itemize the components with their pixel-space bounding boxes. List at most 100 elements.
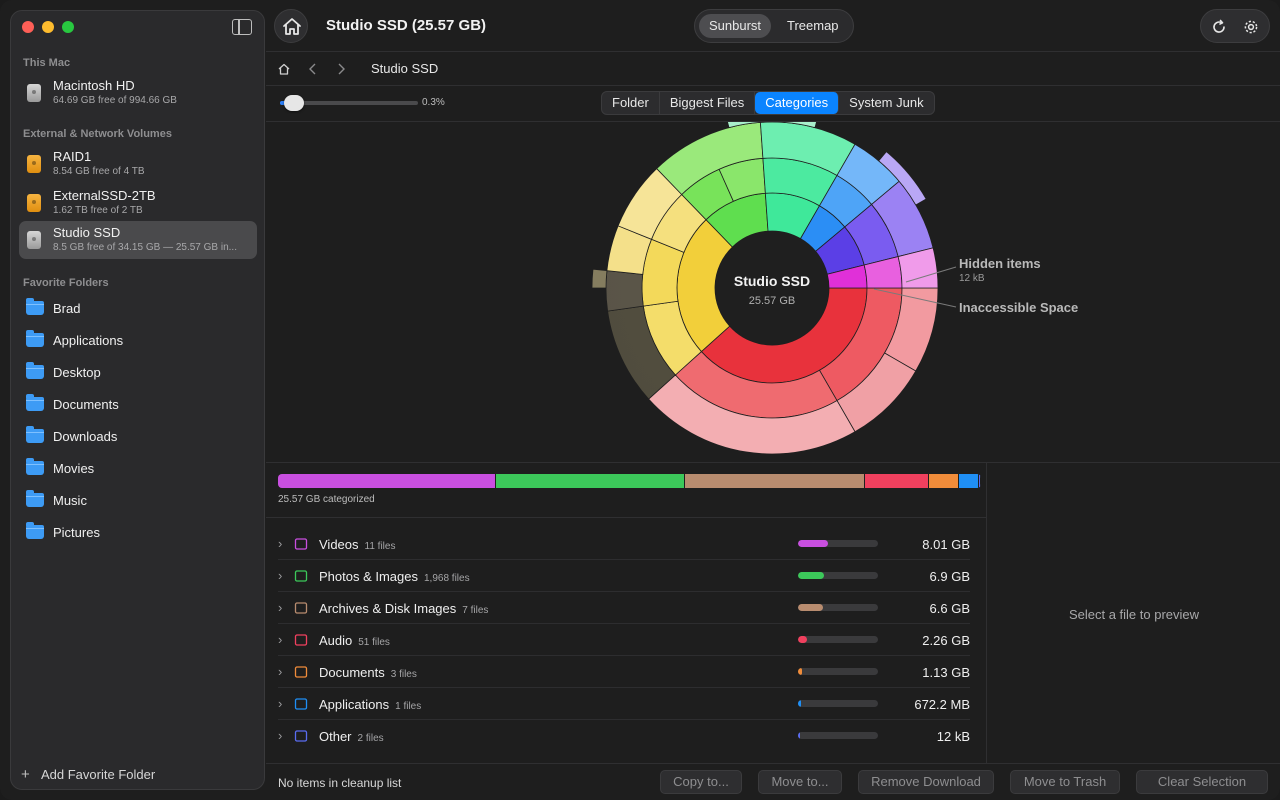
- favorite-downloads[interactable]: Downloads: [19, 422, 257, 450]
- tab-categories[interactable]: Categories: [755, 92, 840, 114]
- toolbar: Studio SSD (25.57 GB) Sunburst Treemap: [266, 0, 1280, 52]
- favorite-applications[interactable]: Applications: [19, 326, 257, 354]
- preview-placeholder: Select a file to preview: [1068, 607, 1200, 622]
- category-row[interactable]: › Applications 1 files 672.2 MB: [278, 688, 970, 720]
- home-button[interactable]: [274, 9, 308, 43]
- close-window-button[interactable]: [22, 21, 34, 33]
- favorite-music[interactable]: Music: [19, 486, 257, 514]
- sunburst-area: Studio SSD 25.57 GB Hidden items 12 kB I…: [266, 88, 1280, 488]
- category-name: Archives & Disk Images 7 files: [319, 601, 489, 616]
- sunburst-center[interactable]: [715, 231, 829, 345]
- favorite-documents[interactable]: Documents: [19, 390, 257, 418]
- toolbar-actions: [1200, 9, 1270, 43]
- chevron-right-icon[interactable]: ›: [278, 568, 283, 583]
- tab-biggest-files[interactable]: Biggest Files: [660, 92, 756, 114]
- sunburst-chart[interactable]: Studio SSD 25.57 GB Hidden items 12 kB I…: [266, 88, 1280, 488]
- sunburst-segment[interactable]: [897, 247, 939, 289]
- category-size-bar: [798, 636, 878, 643]
- category-count: 7 files: [462, 605, 489, 616]
- clear-selection-button[interactable]: Clear Selection: [1136, 770, 1268, 794]
- folder-icon: [26, 458, 44, 475]
- favorite-brad[interactable]: Brad: [19, 294, 257, 322]
- folder-icon: [26, 490, 44, 507]
- hidden-items-label: Hidden items: [959, 256, 1041, 271]
- volume-raid1[interactable]: RAID1 8.54 GB free of 4 TB: [19, 145, 257, 183]
- tab-system-junk[interactable]: System Junk: [849, 95, 924, 110]
- chevron-right-icon[interactable]: ›: [278, 632, 283, 647]
- chevron-right-icon[interactable]: ›: [278, 728, 283, 743]
- view-treemap-button[interactable]: Treemap: [787, 18, 839, 33]
- category-bar-segment: [929, 474, 959, 488]
- add-favorite-folder-button[interactable]: + Add Favorite Folder: [21, 766, 155, 783]
- sidebar: This Mac Macintosh HD 64.69 GB free of 9…: [10, 10, 265, 790]
- preview-pane: Select a file to preview: [986, 463, 1280, 763]
- removable-drive-icon: [27, 231, 41, 249]
- category-count: 1,968 files: [424, 573, 470, 584]
- category-size-bar: [798, 668, 878, 675]
- chevron-right-icon[interactable]: ›: [278, 536, 283, 551]
- gear-icon[interactable]: [1242, 18, 1260, 36]
- volume-name: Studio SSD: [53, 225, 121, 240]
- forward-chevron-icon[interactable]: [335, 62, 347, 76]
- category-name: Videos 11 files: [319, 537, 396, 552]
- sunburst-segment[interactable]: [591, 268, 608, 289]
- home-small-icon[interactable]: [277, 62, 291, 76]
- favorite-movies[interactable]: Movies: [19, 454, 257, 482]
- sunburst-segment[interactable]: [605, 270, 644, 312]
- add-favorite-label: Add Favorite Folder: [41, 767, 156, 782]
- category-bar-segment: [496, 474, 685, 488]
- volume-space: 8.54 GB free of 4 TB: [53, 166, 145, 177]
- favorite-label: Movies: [53, 461, 95, 476]
- category-row[interactable]: › Documents 3 files 1.13 GB: [278, 656, 970, 688]
- category-size-bar: [798, 700, 878, 707]
- status-bar: No items in cleanup list Copy to... Move…: [266, 763, 1280, 800]
- window-controls: [22, 21, 74, 33]
- move-to-button[interactable]: Move to...: [758, 770, 842, 794]
- category-size: 1.13 GB: [922, 665, 970, 680]
- category-size-bar: [798, 604, 878, 611]
- external-drive-icon: [27, 155, 41, 173]
- volume-name: Macintosh HD: [53, 78, 135, 93]
- category-bar-segment: [959, 474, 979, 488]
- question-icon: [294, 730, 308, 742]
- remove-download-button[interactable]: Remove Download: [858, 770, 994, 794]
- category-bar-segment: [865, 474, 929, 488]
- category-row[interactable]: › Archives & Disk Images 7 files 6.6 GB: [278, 592, 970, 624]
- favorite-pictures[interactable]: Pictures: [19, 518, 257, 546]
- plus-icon: +: [21, 766, 30, 783]
- category-bar-segment: [979, 474, 981, 488]
- category-row[interactable]: › Videos 11 files 8.01 GB: [278, 528, 970, 560]
- sidebar-toggle-icon[interactable]: [232, 19, 252, 35]
- refresh-icon[interactable]: [1210, 18, 1228, 36]
- move-to-trash-button[interactable]: Move to Trash: [1010, 770, 1120, 794]
- view-mode-switch: Sunburst Treemap: [694, 9, 854, 43]
- minimize-window-button[interactable]: [42, 21, 54, 33]
- back-chevron-icon[interactable]: [307, 62, 319, 76]
- volume-studio-ssd[interactable]: Studio SSD 8.5 GB free of 34.15 GB — 25.…: [19, 221, 257, 259]
- category-name: Photos & Images 1,968 files: [319, 569, 470, 584]
- category-size-bar: [798, 732, 878, 739]
- favorite-label: Desktop: [53, 365, 101, 380]
- chevron-right-icon[interactable]: ›: [278, 600, 283, 615]
- breadcrumb-current[interactable]: Studio SSD: [371, 61, 439, 76]
- view-sunburst-button[interactable]: Sunburst: [699, 14, 772, 38]
- sunburst-segment[interactable]: [878, 151, 927, 206]
- category-size: 6.9 GB: [929, 569, 970, 584]
- category-row[interactable]: › Photos & Images 1,968 files 6.9 GB: [278, 560, 970, 592]
- volume-externalssd-2tb[interactable]: ExternalSSD-2TB 1.62 TB free of 2 TB: [19, 184, 257, 222]
- volume-macintosh-hd[interactable]: Macintosh HD 64.69 GB free of 994.66 GB: [19, 74, 257, 112]
- folder-icon: [26, 394, 44, 411]
- category-count: 1 files: [395, 701, 422, 712]
- slider-knob[interactable]: [284, 95, 304, 111]
- chevron-right-icon[interactable]: ›: [278, 696, 283, 711]
- volume-space: 64.69 GB free of 994.66 GB: [53, 95, 177, 106]
- category-bar-segment: [685, 474, 865, 488]
- zoom-window-button[interactable]: [62, 21, 74, 33]
- copy-to-button[interactable]: Copy to...: [660, 770, 742, 794]
- category-size: 2.26 GB: [922, 633, 970, 648]
- tab-folder[interactable]: Folder: [602, 92, 660, 114]
- category-row[interactable]: › Other 2 files 12 kB: [278, 720, 970, 752]
- favorite-desktop[interactable]: Desktop: [19, 358, 257, 386]
- category-row[interactable]: › Audio 51 files 2.26 GB: [278, 624, 970, 656]
- chevron-right-icon[interactable]: ›: [278, 664, 283, 679]
